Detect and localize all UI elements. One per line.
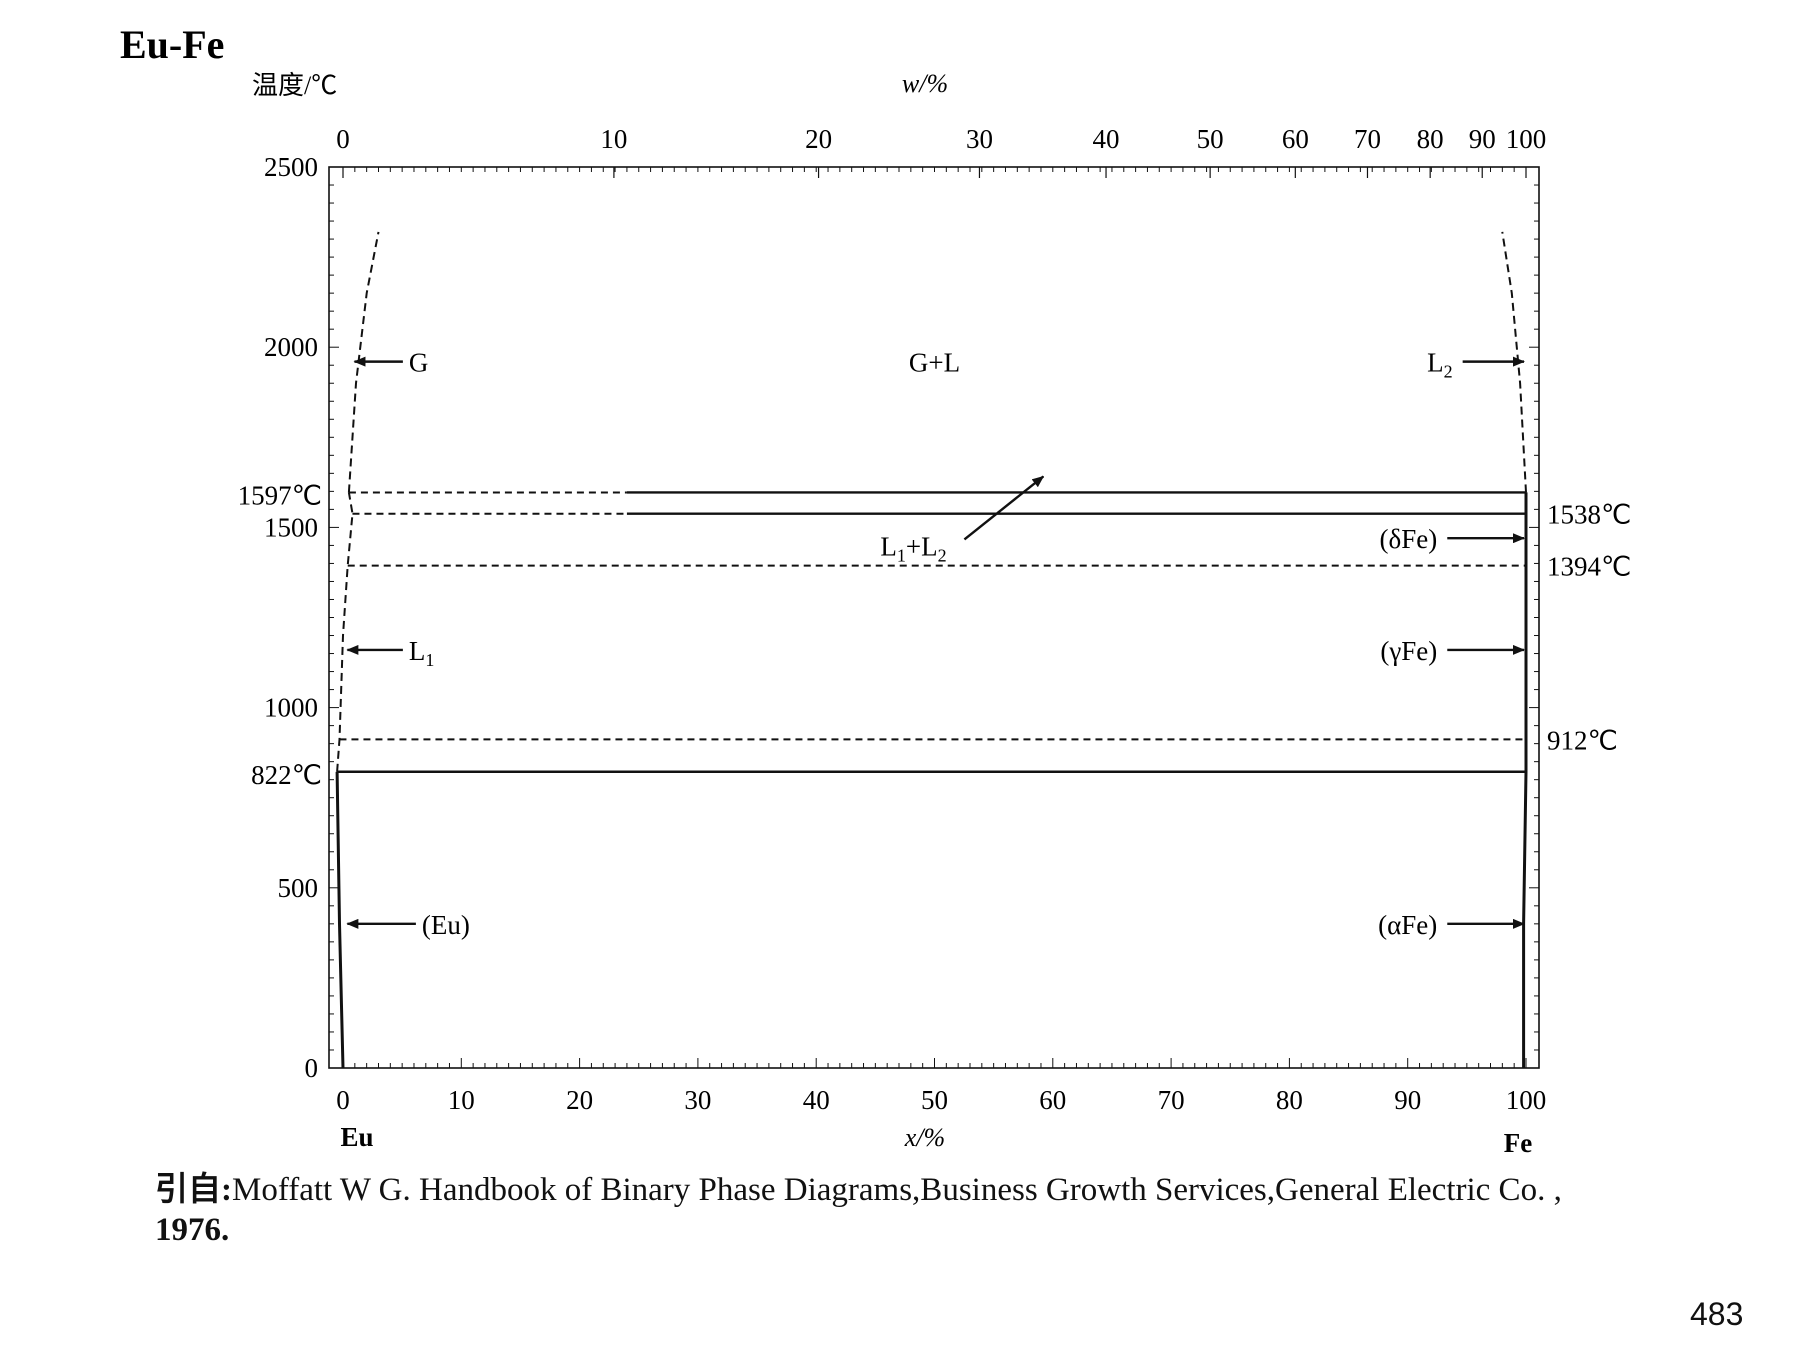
x-tick-label: 30 xyxy=(684,1085,711,1115)
bottom-x-axis-label: x/% xyxy=(904,1123,945,1152)
phase-label: (αFe) xyxy=(1378,910,1437,940)
x-tick-label: 60 xyxy=(1039,1085,1066,1115)
temperature-labels: 1597℃ 822℃ 1538℃ 1394℃ 912℃ xyxy=(238,480,1632,789)
isotherm-lines xyxy=(337,491,1526,774)
phase-label: L2 xyxy=(1427,348,1453,382)
element-label-fe: Fe xyxy=(1504,1128,1532,1158)
page-number: 483 xyxy=(1690,1296,1744,1332)
minor-ticks xyxy=(329,166,1539,1069)
top-tick-label: 80 xyxy=(1417,124,1444,154)
x-tick-label: 70 xyxy=(1158,1085,1185,1115)
temperature-label: 1394℃ xyxy=(1547,552,1631,582)
x-tick-label: 50 xyxy=(921,1085,948,1115)
x-tick-label: 90 xyxy=(1394,1085,1421,1115)
x-tick-label: 0 xyxy=(336,1085,350,1115)
phase-label: G+L xyxy=(909,348,960,378)
element-label-eu: Eu xyxy=(340,1122,373,1152)
top-tick-label: 30 xyxy=(966,124,993,154)
top-tick-labels: 0 10 20 30 40 50 60 70 80 90 100 xyxy=(336,124,1546,178)
phase-label: (Eu) xyxy=(422,910,470,940)
phase-label: (δFe) xyxy=(1380,524,1438,554)
y-axis-label: 温度/℃ xyxy=(252,71,337,100)
top-tick-label: 20 xyxy=(805,124,832,154)
reference-citation: 引自:Moffatt W G. Handbook of Binary Phase… xyxy=(155,1170,1775,1250)
plot-frame xyxy=(328,166,1540,1069)
x-tick-label: 40 xyxy=(803,1085,830,1115)
boundary-curve xyxy=(1522,492,1528,1068)
temperature-label: 1538℃ xyxy=(1547,500,1631,530)
x-tick-label: 80 xyxy=(1276,1085,1303,1115)
x-tick-label: 10 xyxy=(448,1085,475,1115)
reference-text: Moffatt W G. Handbook of Binary Phase Di… xyxy=(232,1172,1562,1208)
y-tick-labels: 0 500 1000 1500 2000 2500 xyxy=(264,152,318,1083)
top-tick-label: 50 xyxy=(1197,124,1224,154)
x-tick-label: 20 xyxy=(566,1085,593,1115)
phase-arrow xyxy=(963,475,1045,541)
reference-year: 1976. xyxy=(155,1212,230,1248)
chart-title: Eu-Fe xyxy=(120,22,224,67)
temperature-label: 1597℃ xyxy=(238,480,322,510)
y-tick-label: 1500 xyxy=(264,512,318,542)
top-tick-label: 70 xyxy=(1354,124,1381,154)
y-tick-label: 1000 xyxy=(264,693,318,723)
top-tick-label: 90 xyxy=(1469,124,1496,154)
reference-prefix: 引自: xyxy=(155,1172,232,1208)
boundary-curve xyxy=(347,231,380,493)
temperature-label: 822℃ xyxy=(251,760,322,790)
temperature-label: 912℃ xyxy=(1547,725,1618,755)
phase-labels: G+L L1+L2 G L2 L1 (Eu) (δFe) (γFe) (αFe) xyxy=(346,348,1525,940)
boundary-curve xyxy=(336,492,354,772)
phase-label: L1 xyxy=(409,636,435,670)
top-tick-label: 40 xyxy=(1093,124,1120,154)
y-tick-label: 2000 xyxy=(264,332,318,362)
x-tick-labels: 0 10 20 30 40 50 60 70 80 90 100 xyxy=(336,1085,1546,1115)
phase-label: G xyxy=(409,348,429,378)
top-x-axis-label: w/% xyxy=(902,69,948,98)
phase-label: (γFe) xyxy=(1380,636,1437,666)
top-tick-label: 100 xyxy=(1506,124,1547,154)
phase-label: L1+L2 xyxy=(880,531,946,565)
y-tick-label: 500 xyxy=(278,873,319,903)
top-tick-label: 0 xyxy=(336,124,350,154)
y-tick-label: 0 xyxy=(305,1053,319,1083)
y-tick-label: 2500 xyxy=(264,152,318,182)
x-tick-label: 100 xyxy=(1506,1085,1547,1115)
boundary-curve xyxy=(335,771,345,1069)
top-tick-label: 60 xyxy=(1282,124,1309,154)
top-tick-label: 10 xyxy=(600,124,627,154)
boundary-curve xyxy=(1501,231,1527,493)
